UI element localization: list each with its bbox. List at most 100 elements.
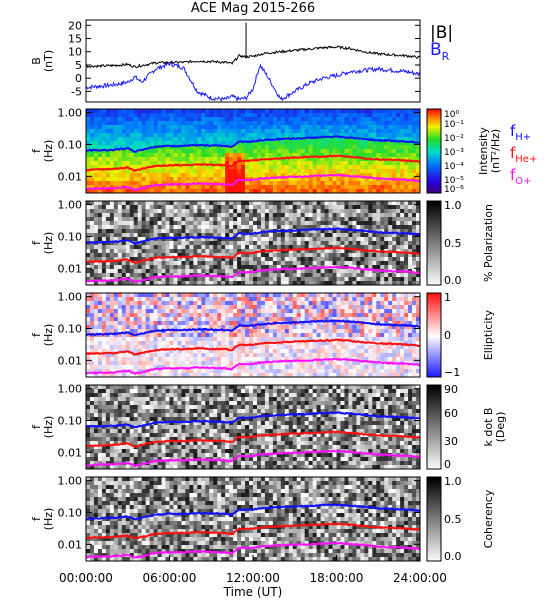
spectrogram-cell — [249, 173, 254, 178]
spectrogram-cell — [268, 133, 274, 138]
spectrogram-cell — [181, 253, 186, 258]
spectrogram-cell — [117, 353, 123, 358]
spectrogram-cell — [129, 245, 135, 250]
spectrogram-cell — [169, 325, 174, 330]
spectrogram-cell — [276, 233, 282, 238]
spectrogram-cell — [312, 273, 318, 278]
spectrogram-cell — [229, 265, 234, 270]
spectrogram-cell — [280, 225, 286, 230]
spectrogram-cell — [348, 209, 353, 214]
colorbar-cell — [427, 153, 441, 156]
spectrogram-cell — [193, 301, 198, 306]
spectrogram-cell — [129, 269, 135, 274]
spectrogram-cell — [245, 257, 250, 262]
spectrogram-cell — [300, 165, 306, 170]
spectrogram-cell — [133, 133, 139, 138]
spectrogram-cell — [412, 161, 417, 166]
spectrogram-cell — [300, 361, 306, 366]
spectrogram-cell — [86, 269, 91, 274]
spectrogram-cell — [356, 121, 361, 126]
spectrogram-cell — [288, 149, 294, 154]
spectrogram-cell — [157, 317, 162, 322]
spectrogram-cell — [332, 257, 337, 262]
spectrogram-cell — [189, 325, 194, 330]
spectrogram-cell — [153, 261, 158, 266]
spectrogram-cell — [117, 213, 123, 218]
spectrogram-cell — [276, 297, 282, 302]
spectrogram-cell — [153, 225, 158, 230]
spectrogram-cell — [193, 361, 198, 366]
spectrogram-cell — [229, 137, 234, 142]
spectrogram-cell — [101, 161, 107, 166]
spectrogram-cell — [217, 293, 222, 298]
spectrogram-cell — [360, 257, 365, 262]
spectrogram-cell — [185, 121, 190, 126]
spectrogram-cell — [400, 169, 405, 174]
spectrogram-cell — [384, 205, 389, 210]
spectrogram-cell — [264, 209, 270, 214]
spectrogram-cell — [312, 221, 318, 226]
spectrogram-cell — [340, 209, 345, 214]
spectrogram-cell — [328, 177, 333, 182]
freq-ytick-label: 0.10 — [58, 138, 83, 151]
spectrogram-cell — [173, 137, 178, 142]
spectrogram-cell — [237, 265, 242, 270]
spectrogram-cell — [288, 277, 294, 282]
spectrogram-cell — [384, 201, 389, 206]
spectrogram-cell — [356, 181, 361, 186]
spectrogram-cell — [201, 217, 206, 222]
spectrogram-cell — [125, 317, 131, 322]
spectrogram-cell — [113, 209, 119, 214]
spectrogram-cell — [304, 345, 310, 350]
spectrogram-cell — [189, 329, 194, 334]
colorbar-cell — [427, 240, 441, 244]
spectrogram-cell — [185, 137, 190, 142]
spectrogram-cell — [272, 109, 278, 114]
spectrogram-cell — [237, 157, 242, 162]
spectrogram-cell — [117, 205, 123, 210]
spectrogram-cell — [408, 233, 413, 238]
spectrogram-cell — [249, 245, 254, 250]
spectrogram-cell — [125, 161, 131, 166]
spectrogram-cell — [340, 217, 345, 222]
spectrogram-cell — [253, 205, 258, 210]
spectrogram-cell — [396, 181, 401, 186]
spectrogram-cell — [213, 337, 218, 342]
spectrogram-cell — [249, 265, 254, 270]
spectrogram-cell — [113, 321, 119, 326]
spectrogram-cell — [253, 349, 258, 354]
spectrogram-cell — [157, 297, 162, 302]
spectrogram-cell — [169, 201, 174, 206]
legend-br-base: B — [430, 40, 442, 60]
spectrogram-cell — [193, 317, 198, 322]
spectrogram-cell — [161, 185, 166, 190]
colorbar-cell — [427, 268, 441, 271]
spectrogram-cell — [205, 341, 210, 346]
spectrogram-cell — [360, 265, 365, 270]
spectrogram-cell — [233, 177, 238, 182]
spectrogram-cell — [352, 253, 357, 258]
spectrogram-cell — [145, 181, 151, 186]
spectrogram-cell — [137, 357, 143, 362]
spectrogram-cell — [304, 337, 310, 342]
spectrogram-cell — [268, 369, 274, 374]
spectrogram-cell — [225, 137, 230, 142]
spectrogram-cell — [93, 237, 99, 242]
spectrogram-cell — [209, 313, 214, 318]
spectrogram-cell — [376, 265, 381, 270]
spectrogram-cell — [344, 253, 349, 258]
spectrogram-cell — [328, 229, 333, 234]
spectrogram-cell — [376, 133, 381, 138]
spectrogram-cell — [181, 145, 186, 150]
spectrogram-cell — [380, 153, 385, 158]
spectrogram-cell — [205, 297, 210, 302]
spectrogram-cell — [97, 337, 103, 342]
spectrogram-cell — [332, 281, 337, 286]
spectrogram-cell — [320, 369, 325, 374]
spectrogram-cell — [93, 117, 99, 122]
spectrogram-cell — [288, 269, 294, 274]
spectrogram-cell — [133, 109, 139, 114]
spectrogram-cell — [105, 273, 111, 278]
spectrogram-cell — [105, 113, 111, 118]
spectrogram-cell — [288, 177, 294, 182]
